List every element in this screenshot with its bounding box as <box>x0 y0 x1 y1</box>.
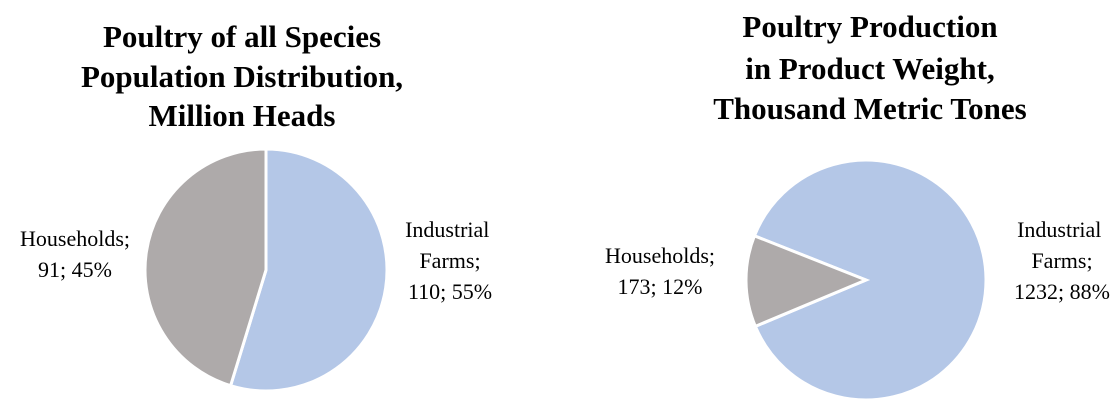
data-label: 1232; 88% <box>1014 279 1110 304</box>
chart-title: Population Distribution, <box>81 59 403 94</box>
category-label: Households; <box>605 243 715 268</box>
category-label: Industrial Farms; <box>405 217 495 273</box>
chart-title: Million Heads <box>149 98 336 133</box>
pie-slice <box>744 233 870 329</box>
category-label: Households; <box>20 226 130 251</box>
data-label: 91; 45% <box>38 257 112 282</box>
chart-title: Poultry Production <box>742 9 997 44</box>
pie-slice <box>143 147 268 388</box>
pie-slice <box>752 158 988 401</box>
chart-title: in Product Weight, <box>745 51 994 86</box>
data-label: 173; 12% <box>618 274 703 299</box>
chart-title: Poultry of all Species <box>103 19 381 54</box>
data-label: 110; 55% <box>408 279 492 304</box>
category-label: Industrial Farms; <box>1017 217 1107 273</box>
pie-slice <box>228 147 389 393</box>
chart-title: Thousand Metric Tones <box>713 91 1027 126</box>
